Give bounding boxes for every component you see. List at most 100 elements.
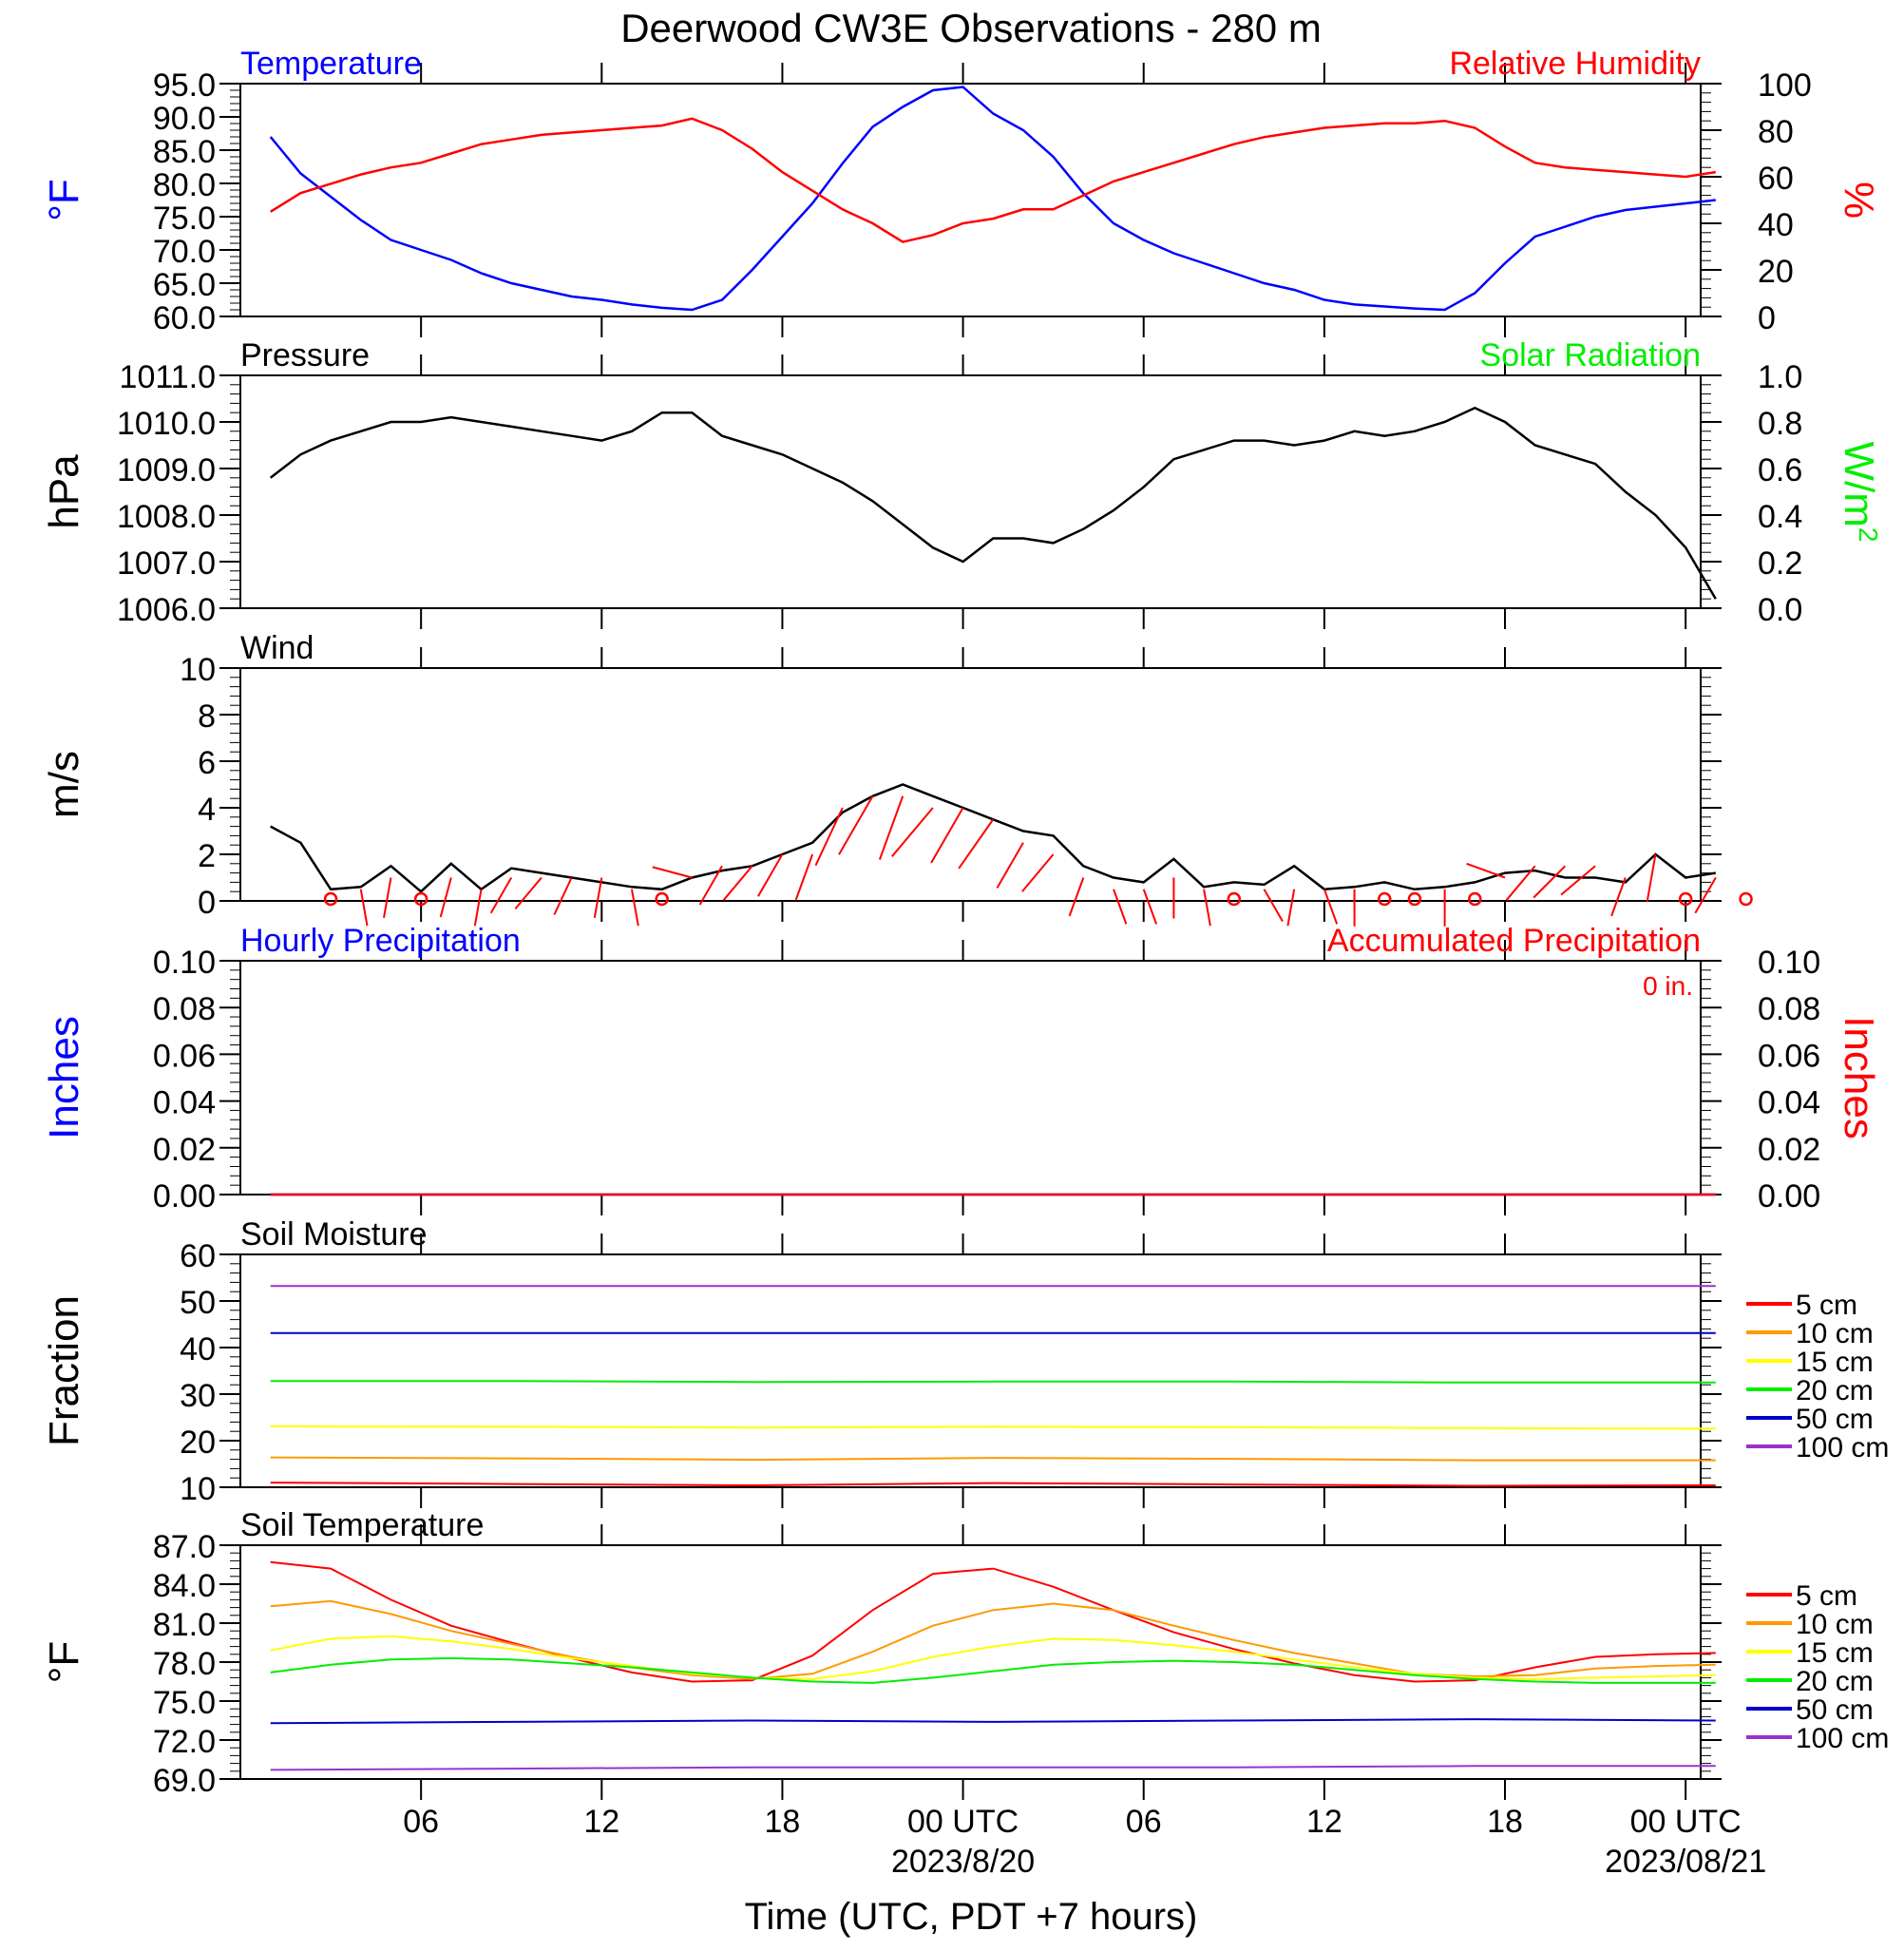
y-tick-label-right: 1.0	[1758, 359, 1802, 395]
calm-wind-marker	[1468, 891, 1482, 907]
panel-title-left: Temperature	[240, 46, 422, 82]
y-tick-label-right: 0.10	[1758, 945, 1820, 981]
wind-barb	[878, 795, 904, 860]
series-line-20-cm	[270, 1380, 1716, 1384]
y-tick-label-right: 0.6	[1758, 452, 1802, 488]
y-tick-label: 95.0	[153, 67, 216, 104]
wind-barb	[1068, 877, 1085, 917]
y-tick-label: 0.00	[153, 1178, 216, 1215]
wind-barb	[1286, 889, 1296, 927]
y-tick-label: 50	[180, 1285, 216, 1321]
panels: 60.065.070.075.080.085.090.095.002040608…	[41, 46, 1889, 1880]
x-tick-label: 00 UTC	[907, 1804, 1019, 1840]
x-tick-label: 00 UTC	[1630, 1804, 1742, 1840]
x-tick-label: 06	[1126, 1804, 1162, 1840]
wind-barb	[1323, 889, 1339, 925]
figure-title: Deerwood CW3E Observations - 280 m	[620, 6, 1322, 50]
wind-barb	[1021, 853, 1055, 892]
y-axis-title-left: Fraction	[41, 1295, 87, 1446]
legend-entry: 15 cm	[1796, 1637, 1874, 1669]
y-tick-label-right: 0.06	[1758, 1038, 1820, 1074]
y-tick-label: 60	[180, 1238, 216, 1274]
legend-entry: 15 cm	[1796, 1347, 1874, 1378]
plot-frame	[239, 1253, 1702, 1488]
plot-frame	[239, 374, 1702, 609]
calm-wind-marker	[1377, 891, 1392, 907]
plot-frame	[239, 667, 1702, 902]
panel-title-left: Wind	[240, 630, 314, 666]
y-tick-label: 90.0	[153, 101, 216, 137]
y-axis-title-right: %	[1836, 182, 1882, 219]
y-tick-label: 1010.0	[117, 406, 216, 442]
y-tick-label: 87.0	[153, 1529, 216, 1565]
y-tick-label-right: 0.08	[1758, 991, 1820, 1027]
y-tick-label: 78.0	[153, 1646, 216, 1682]
wind-barb	[1142, 889, 1158, 925]
calm-wind-marker	[413, 891, 428, 907]
wind-barb	[1610, 877, 1627, 917]
x-tick-label: 18	[1487, 1804, 1523, 1840]
y-tick-label: 75.0	[153, 201, 216, 237]
panel-title-left: Soil Temperature	[240, 1507, 484, 1543]
series-line-temperature	[269, 86, 1716, 312]
y-tick-label: 0	[198, 885, 216, 921]
series-line-15-cm	[270, 1425, 1716, 1430]
accumulated-total: 0 in.	[1643, 971, 1693, 1001]
panel-wind: 0 2 4 6 8 10 Wind m/s	[41, 630, 1753, 927]
wind-barb	[1466, 862, 1506, 879]
panel-title-right: Accumulated Precipitation	[1327, 923, 1701, 959]
legend-entry: 50 cm	[1796, 1404, 1874, 1435]
series-line-100-cm	[270, 1765, 1716, 1771]
y-axis-title-left: °F	[41, 1641, 87, 1683]
legend-entry: 20 cm	[1796, 1666, 1874, 1697]
calm-wind-marker	[1739, 891, 1753, 907]
y-tick-label: 0.06	[153, 1038, 216, 1074]
y-tick-label: 1011.0	[120, 359, 216, 395]
wind-barb	[757, 853, 784, 897]
legend-entry: 10 cm	[1796, 1318, 1874, 1349]
wind-barb	[1694, 876, 1717, 914]
wind-barb	[489, 876, 513, 914]
y-tick-label-right: 0.04	[1758, 1085, 1820, 1121]
y-tick-label: 1009.0	[117, 452, 216, 488]
wind-barb	[930, 807, 964, 864]
calm-wind-marker	[1227, 891, 1242, 907]
wind-barb	[383, 877, 392, 918]
y-axis-title-left: m/s	[41, 751, 87, 818]
y-tick-label: 70.0	[153, 234, 216, 270]
y-axis-title-left: hPa	[41, 454, 87, 529]
series-line-20-cm	[270, 1656, 1716, 1684]
legend-entry: 50 cm	[1796, 1694, 1874, 1726]
x-tick-label: 12	[583, 1804, 619, 1840]
panel-title-right: Solar Radiation	[1480, 337, 1701, 373]
series-line-50-cm	[270, 1718, 1716, 1725]
y-tick-label-right: 60	[1758, 161, 1794, 197]
x-tick-date-label: 2023/8/20	[891, 1844, 1035, 1880]
wind-barb	[794, 853, 814, 901]
y-tick-label: 40	[180, 1331, 216, 1368]
legend-entry: 5 cm	[1796, 1580, 1857, 1612]
panel-soil_moisture: 10 20 30 40 50 60 Soil Moisture Fraction 5 cm10 …	[41, 1216, 1889, 1508]
series-line-5-cm	[270, 1482, 1716, 1487]
y-axis-title-left: Inches	[41, 1016, 87, 1139]
y-tick-label: 10	[180, 1471, 216, 1507]
y-tick-label: 80.0	[153, 167, 216, 203]
wind-barb	[473, 889, 483, 927]
panel-soil_temperature: 69.072.075.078.081.084.087.0 Soil Tempera…	[41, 1507, 1889, 1800]
wind-barb	[514, 876, 543, 910]
wind-barb	[996, 842, 1024, 889]
y-tick-label: 60.0	[153, 300, 216, 336]
y-tick-label: 4	[198, 792, 216, 828]
panel-pressure_solar: 1006.0 1007.0 1008.0 1009.0 1010.0 1011.0 0.0 0…	[41, 337, 1884, 629]
y-tick-label: 72.0	[153, 1724, 216, 1760]
calm-wind-marker	[323, 891, 338, 907]
series-line-pressure	[269, 406, 1717, 600]
legend-entry: 10 cm	[1796, 1609, 1874, 1640]
series-line-15-cm	[270, 1635, 1716, 1680]
wind-barb	[1113, 889, 1128, 925]
wind-barb	[1560, 865, 1596, 896]
x-tick-label: 18	[765, 1804, 801, 1840]
panel-title-right: Relative Humidity	[1449, 46, 1701, 82]
